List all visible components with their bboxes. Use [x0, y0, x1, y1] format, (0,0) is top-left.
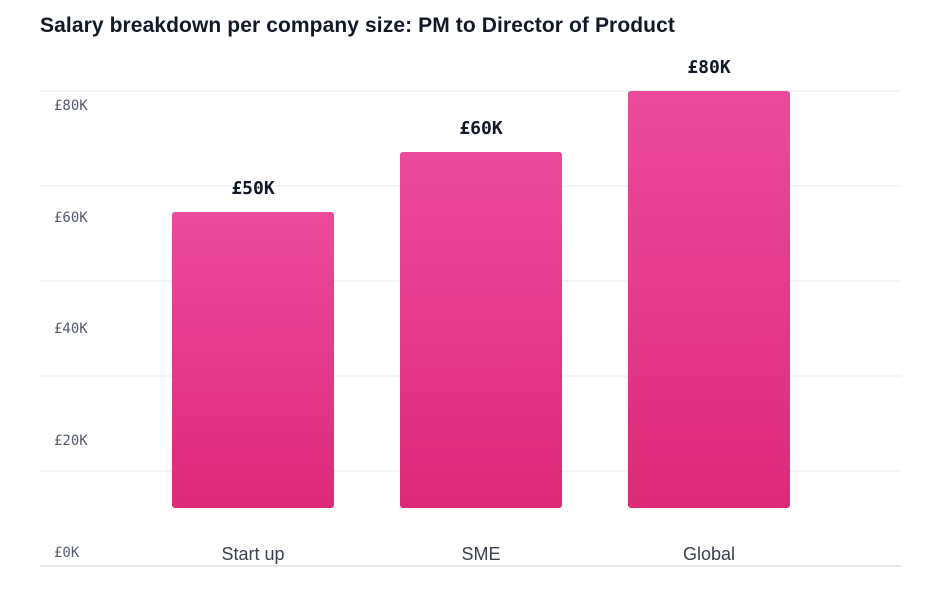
y-tick-label: £20K — [54, 433, 88, 449]
y-tick-label: £40K — [54, 321, 88, 337]
x-tick-label: Start up — [221, 544, 284, 564]
y-tick-label: £0K — [54, 545, 80, 561]
x-tick-label: SME — [461, 544, 500, 564]
data-label: £50K — [231, 178, 275, 199]
y-tick-label: £80K — [54, 98, 88, 114]
x-tick-label: Global — [683, 544, 735, 564]
data-label: £80K — [687, 57, 731, 78]
bar-sme — [400, 152, 562, 508]
y-tick-label: £60K — [54, 210, 88, 226]
bar-global — [628, 91, 790, 508]
bar-start-up — [172, 212, 334, 508]
chart-title: Salary breakdown per company size: PM to… — [40, 14, 675, 37]
data-label: £60K — [459, 118, 503, 139]
